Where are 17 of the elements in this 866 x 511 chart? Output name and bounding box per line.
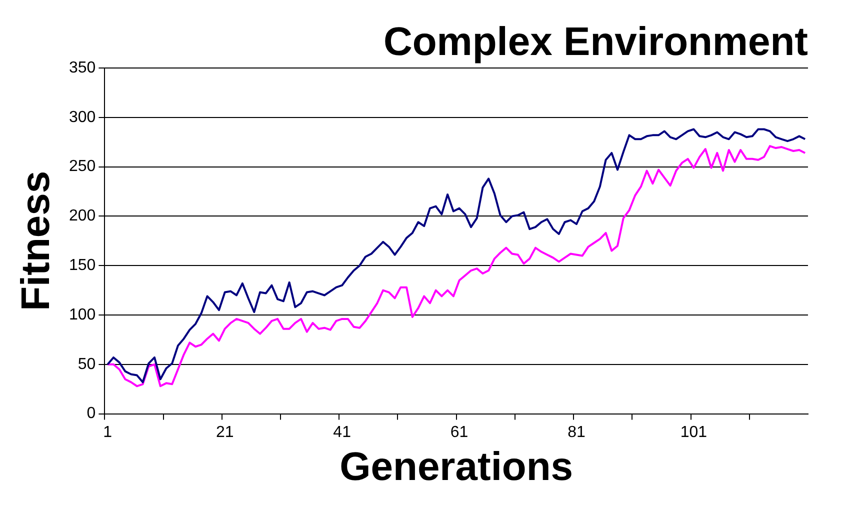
x-tick-label: 21 xyxy=(216,424,234,441)
y-tick-label: 200 xyxy=(68,208,96,225)
x-tick-label: 41 xyxy=(333,424,352,441)
x-tick-label: 101 xyxy=(680,424,708,441)
y-tick-label: 100 xyxy=(68,306,96,324)
y-tick-label: 300 xyxy=(68,108,96,126)
y-tick-label: 250 xyxy=(68,158,96,176)
x-tick-label: 61 xyxy=(450,424,468,441)
y-tick-label: 350 xyxy=(68,59,96,76)
y-tick-label: 50 xyxy=(78,356,96,373)
chart-title: Complex Environment xyxy=(383,20,808,64)
y-tick-label: 0 xyxy=(86,405,96,422)
x-tick-label: 1 xyxy=(103,424,112,441)
y-tick-label: 150 xyxy=(68,257,96,274)
x-axis-title: Generations xyxy=(340,445,574,490)
x-tick-label: 81 xyxy=(568,424,586,441)
y-axis-title: Fitness xyxy=(14,170,58,311)
